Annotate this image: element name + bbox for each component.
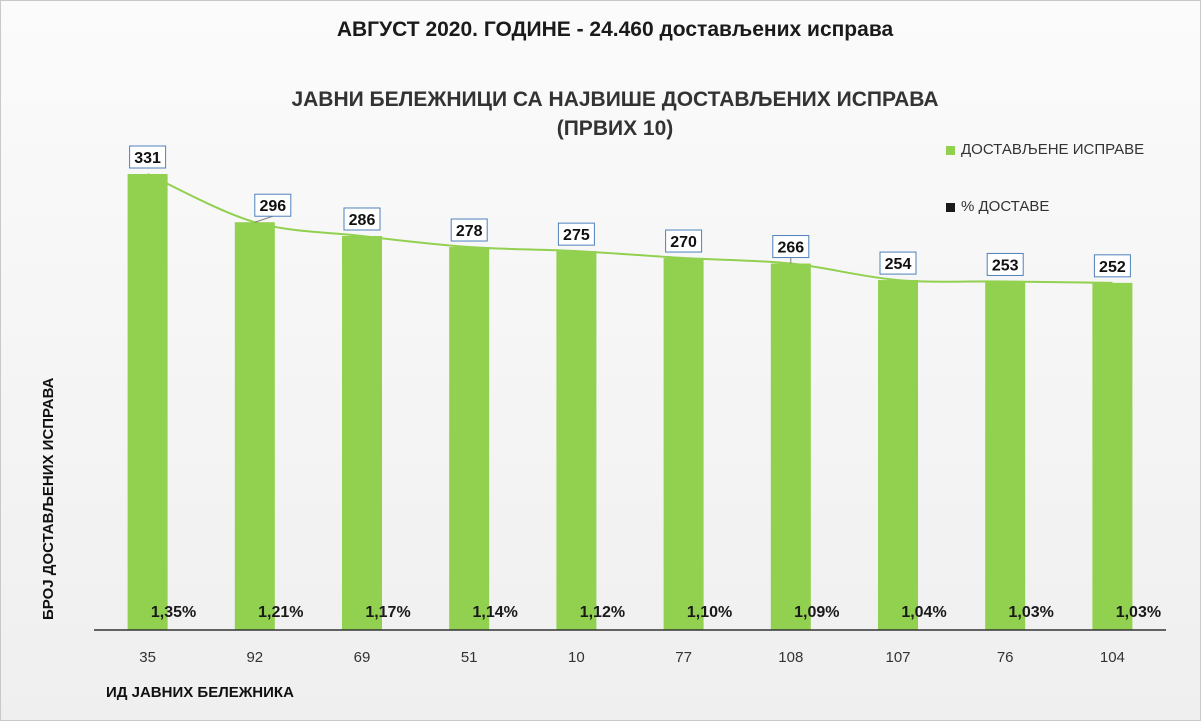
x-tick-label-51: 51: [461, 649, 478, 666]
legend-swatch-documents: [946, 145, 955, 155]
legend-item-percent: % ДОСТАВЕ: [946, 198, 1049, 215]
x-tick-label-10: 10: [568, 649, 585, 666]
percent-label-35: 1,35%: [151, 604, 196, 621]
percent-label-108: 1,09%: [794, 604, 839, 621]
data-label-107: 254: [885, 256, 912, 273]
data-label-10: 275: [563, 227, 590, 244]
chart-title-line-1: ЈАВНИ БЕЛЕЖНИЦИ СА НАЈВИШЕ ДОСТАВЉЕНИХ И…: [291, 88, 939, 111]
data-label-box-69: [343, 207, 381, 231]
percent-label-69: 1,17%: [365, 604, 410, 621]
data-label-box-51: [450, 218, 488, 242]
data-label-92: 296: [259, 198, 286, 215]
percent-label-10: 1,12%: [580, 604, 625, 621]
percent-label-51: 1,14%: [473, 604, 518, 621]
x-tick-label-76: 76: [997, 649, 1014, 666]
chart-title: ЈАВНИ БЕЛЕЖНИЦИ СА НАЈВИШЕ ДОСТАВЉЕНИХ И…: [0, 85, 1201, 143]
data-label-box-92: [254, 193, 292, 217]
bar-76: [985, 281, 1026, 630]
data-label-77: 270: [670, 234, 697, 251]
legend-label-percent: % ДОСТАВЕ: [961, 198, 1050, 215]
bar-35: [127, 174, 168, 630]
data-label-box-108: [772, 235, 810, 259]
x-axis-label: ИД ЈАВНИХ БЕЛЕЖНИКА: [106, 684, 294, 701]
data-label-76: 253: [992, 257, 1019, 274]
data-label-box-107: [879, 251, 917, 275]
legend-item-documents: ДОСТАВЉЕНЕ ИСПРАВЕ: [946, 141, 1144, 158]
trend-line: [147, 173, 1113, 284]
bar-69: [342, 235, 382, 630]
x-tick-label-92: 92: [246, 649, 263, 666]
data-label-69: 286: [349, 212, 376, 229]
data-label-box-76: [986, 252, 1024, 276]
x-tick-label-107: 107: [885, 649, 910, 666]
bar-108: [770, 263, 811, 630]
percent-label-92: 1,21%: [258, 604, 303, 621]
bar-107: [878, 280, 918, 630]
data-label-51: 278: [456, 223, 483, 240]
chart-title-line-2: (ПРВИХ 10): [556, 117, 674, 140]
x-tick-label-104: 104: [1100, 649, 1125, 666]
bar-51: [449, 247, 490, 630]
percent-label-104: 1,03%: [1116, 604, 1161, 621]
bar-104: [1092, 282, 1133, 630]
percent-label-107: 1,04%: [901, 604, 946, 621]
bar-92: [234, 222, 275, 630]
data-label-box-10: [557, 222, 595, 246]
x-tick-label-108: 108: [778, 649, 803, 666]
data-label-box-104: [1093, 254, 1131, 278]
legend-swatch-percent: [946, 202, 955, 212]
data-label-35: 331: [134, 150, 161, 167]
data-label-box-35: [129, 145, 167, 169]
x-tick-label-69: 69: [354, 649, 371, 666]
percent-label-76: 1,03%: [1009, 604, 1054, 621]
x-tick-label-35: 35: [139, 649, 156, 666]
bar-10: [556, 251, 597, 630]
data-label-leader-92: [254, 215, 273, 223]
chart-headline: АВГУСТ 2020. ГОДИНЕ - 24.460 достављених…: [336, 18, 894, 41]
data-label-108: 266: [777, 240, 804, 257]
x-tick-label-77: 77: [675, 649, 692, 666]
percent-label-77: 1,10%: [687, 604, 732, 621]
legend-label-documents: ДОСТАВЉЕНЕ ИСПРАВЕ: [961, 141, 1145, 158]
data-label-104: 252: [1099, 259, 1126, 276]
data-label-box-77: [665, 229, 703, 253]
bar-77: [663, 258, 704, 630]
